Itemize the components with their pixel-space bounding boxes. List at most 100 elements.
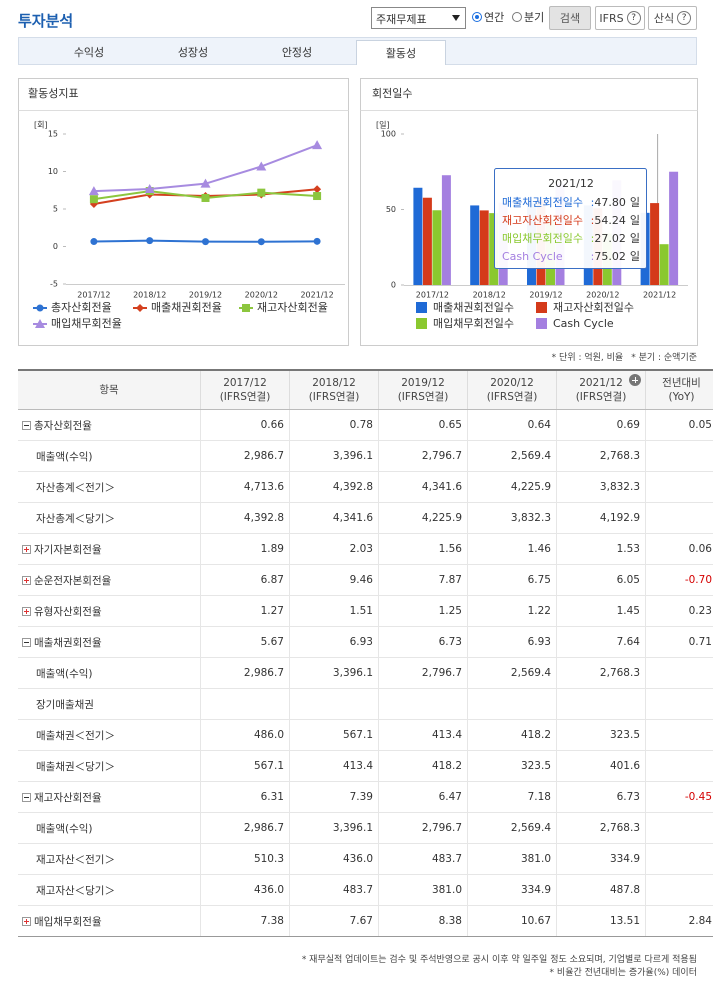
point	[88, 186, 99, 196]
point	[144, 183, 155, 193]
row-label: 유형자산회전율	[34, 605, 102, 618]
button[interactable]: 산식?	[648, 6, 697, 30]
value-cell: 0.78	[289, 409, 379, 441]
value-cell: 401.6	[556, 750, 646, 782]
value-cell: 8.38	[378, 905, 468, 937]
button-label: IFRS	[599, 11, 624, 25]
value-cell: 487.8	[556, 874, 646, 906]
row-label-cell: 총자산회전율	[18, 409, 201, 441]
statement-select[interactable]: 주재무제표	[371, 7, 466, 29]
bar	[432, 210, 442, 285]
value-cell	[289, 688, 379, 720]
y-tick-label: -5	[50, 280, 58, 289]
x-tick-label: 2020/12	[586, 291, 619, 300]
value-cell	[645, 750, 713, 782]
row-label-cell: 매출채권＜전기＞	[18, 719, 201, 751]
point	[146, 237, 154, 245]
value-cell: 5.67	[200, 626, 290, 658]
tab[interactable]: 안정성	[281, 45, 313, 59]
value-cell: 3,832.3	[556, 471, 646, 503]
point	[201, 193, 210, 202]
legend-label: 매출채권회전율	[151, 301, 222, 314]
button[interactable]: 검색	[549, 6, 591, 30]
row-toggle[interactable]	[22, 576, 31, 585]
row-label-cell: 매출채권회전율	[18, 626, 201, 658]
value-cell: 1.56	[378, 533, 468, 565]
footnote: * 비율간 전년대비는 증가율(%) 데이터	[549, 968, 697, 978]
value-cell: 0.71	[645, 626, 713, 658]
button[interactable]: IFRS?	[595, 6, 645, 30]
row-toggle[interactable]	[22, 793, 31, 802]
row-label-cell: 매입채무회전율	[18, 905, 201, 937]
expand-columns-icon[interactable]	[629, 374, 641, 386]
value-cell: 4,192.9	[556, 502, 646, 534]
radio-option[interactable]: 분기	[512, 9, 544, 25]
data-table: 항목 2017/12 (IFRS연결) 2018/12 (IFRS연결) 2019/12 (…	[18, 369, 713, 937]
row-toggle[interactable]	[22, 917, 31, 926]
radio-option[interactable]: 연간	[472, 9, 504, 25]
column-label: 항목	[99, 384, 119, 396]
radio-button[interactable]	[472, 12, 482, 22]
tooltip-number: 75.02	[594, 250, 626, 263]
point	[313, 192, 322, 201]
tab[interactable]: 수익성	[73, 45, 105, 59]
y-tick-label: 100	[381, 130, 396, 139]
tab[interactable]: 활동성	[356, 40, 446, 65]
column-header: 2018/12 (IFRS연결)	[289, 369, 379, 410]
value-cell: -0.45	[645, 781, 713, 813]
legend-marker	[35, 319, 45, 328]
row-label: 자산총계＜당기＞	[36, 512, 115, 525]
value-cell: 381.0	[378, 874, 468, 906]
notes: * 단위 : 억원, 비율 * 분기 : 순액기준	[552, 350, 697, 363]
legend-label: Cash Cycle	[553, 317, 614, 330]
row-toggle[interactable]	[22, 421, 31, 430]
value-cell: 2,569.4	[467, 812, 557, 844]
value-cell: 4,392.8	[200, 502, 290, 534]
value-cell: 13.51	[556, 905, 646, 937]
value-cell: 7.67	[289, 905, 379, 937]
value-cell: 7.87	[378, 564, 468, 596]
table-row: 매출채권회전율 5.67 6.93 6.73 6.93 7.64 0.71	[18, 626, 713, 658]
y-tick-label: 5	[53, 205, 58, 214]
row-toggle[interactable]	[22, 545, 31, 554]
column-label: 2017/12	[223, 377, 267, 389]
value-cell: 2,569.4	[467, 440, 557, 472]
tooltip-value: :54.24 일	[591, 213, 640, 227]
row-toggle[interactable]	[22, 607, 31, 616]
column-label: 2018/12	[312, 377, 356, 389]
table-row: 자산총계＜전기＞ 4,713.6 4,392.8 4,341.6 4,225.9 3,83…	[18, 471, 713, 503]
radio-button[interactable]	[512, 12, 522, 22]
column-label: 2021/12	[579, 377, 623, 389]
tab[interactable]: 성장성	[177, 45, 209, 59]
tooltip-value: :47.80 일	[591, 195, 640, 209]
value-cell: 1.22	[467, 595, 557, 627]
value-cell: 510.3	[200, 843, 290, 875]
column-header: 2020/12 (IFRS연결)	[467, 369, 557, 410]
bar	[470, 205, 480, 285]
point	[312, 140, 323, 150]
value-cell: 6.73	[556, 781, 646, 813]
value-cell: 6.47	[378, 781, 468, 813]
tooltip-number: 54.24	[594, 214, 626, 227]
value-cell: 0.06	[645, 533, 713, 565]
column-sub-label: (IFRS연결)	[486, 391, 538, 403]
value-cell: 9.46	[289, 564, 379, 596]
row-label: 매출액(수익)	[36, 450, 93, 463]
y-tick-label: 0	[53, 242, 58, 251]
column-sub-label: (IFRS연결)	[575, 391, 627, 403]
value-cell: 1.27	[200, 595, 290, 627]
value-cell: 567.1	[289, 719, 379, 751]
row-label: 매출액(수익)	[36, 822, 93, 835]
footnote: * 재무실적 업데이트는 검수 및 주석반영으로 공시 이후 약 일주일 정도 …	[301, 955, 697, 965]
row-label-cell: 매출액(수익)	[18, 440, 201, 472]
row-toggle[interactable]	[22, 638, 31, 647]
y-tick-label: 0	[391, 281, 396, 290]
bar	[413, 187, 423, 285]
value-cell: 6.75	[467, 564, 557, 596]
value-cell: 3,832.3	[467, 502, 557, 534]
row-label: 장기매출채권	[36, 698, 94, 711]
tooltip-unit: 일	[630, 249, 640, 263]
legend-label: 재고자산회전일수	[553, 300, 634, 314]
value-cell: 1.53	[556, 533, 646, 565]
